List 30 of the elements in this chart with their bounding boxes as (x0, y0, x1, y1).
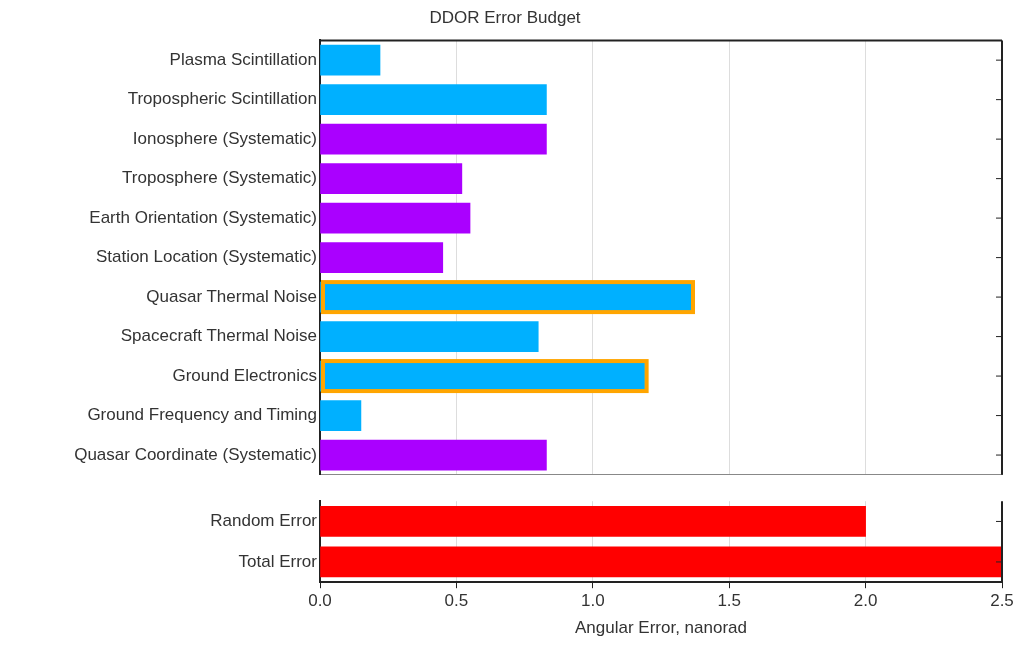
x-axis-title: Angular Error, nanorad (575, 618, 747, 638)
y-tick-label: Earth Orientation (Systematic) (89, 207, 317, 227)
bar (320, 123, 547, 155)
y-tick-label: Troposphere (Systematic) (122, 168, 317, 188)
y-tick-label: Ground Electronics (172, 365, 317, 385)
y-tick-label: Station Location (Systematic) (95, 247, 317, 267)
x-tick-label: 1.5 (717, 591, 742, 611)
x-tick-label: 2.0 (853, 591, 878, 611)
x-tick-label: 0.5 (444, 591, 469, 611)
bar (320, 84, 547, 115)
y-tick-label: Spacecraft Thermal Noise (120, 326, 317, 346)
chart-title: DDOR Error Budget (429, 7, 581, 27)
x-tick-label: 0.0 (308, 591, 332, 611)
y-tick-label: Total Error (238, 551, 318, 571)
bar (320, 163, 463, 194)
bar (320, 400, 362, 431)
bar (320, 321, 539, 352)
bar (320, 44, 381, 76)
y-tick-label: Plasma Scintillation (169, 49, 317, 69)
x-tick-label: 2.5 (990, 591, 1014, 611)
bar (320, 439, 547, 471)
bar (320, 202, 471, 234)
y-tick-label: Ionosphere (Systematic) (132, 128, 317, 148)
x-tick-label: 1.0 (580, 591, 605, 611)
y-tick-label: Random Error (210, 511, 318, 531)
y-tick-label: Ground Frequency and Timing (87, 405, 317, 425)
y-tick-label: Quasar Coordinate (Systematic) (74, 444, 317, 464)
bar (320, 242, 444, 273)
y-tick-label: Tropospheric Scintillation (127, 89, 317, 109)
y-tick-label: Quasar Thermal Noise (146, 286, 317, 306)
